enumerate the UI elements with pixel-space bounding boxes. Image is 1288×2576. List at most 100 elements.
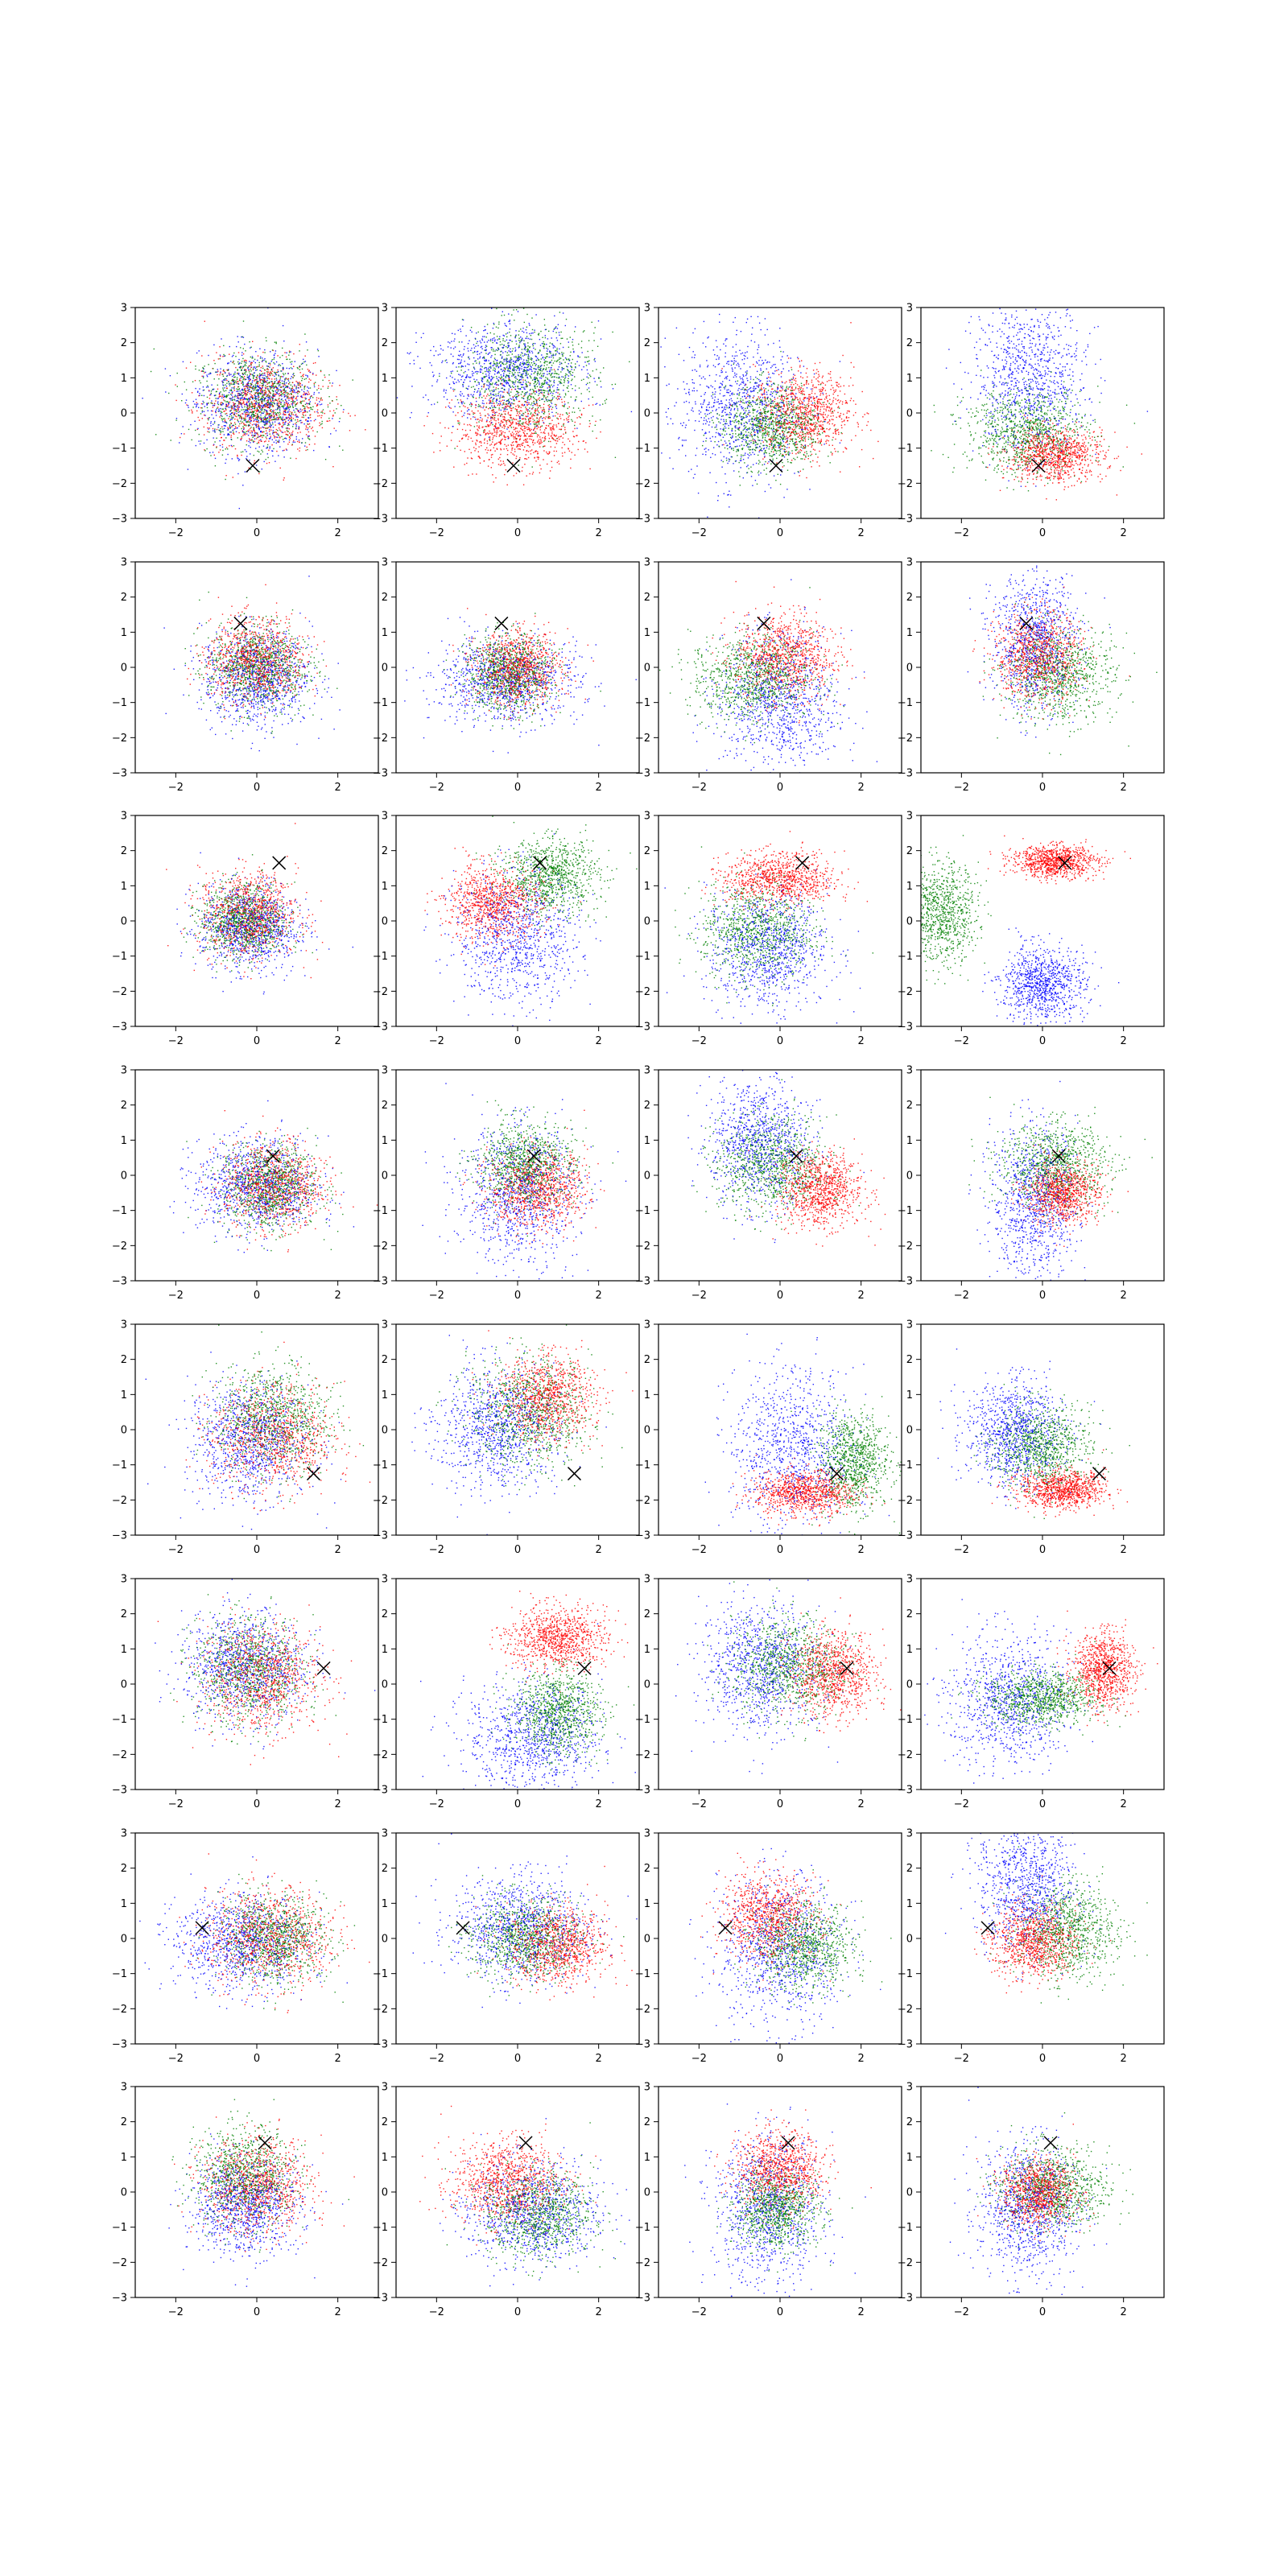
point-red (234, 403, 235, 404)
point-red (522, 426, 523, 427)
point-red (485, 449, 486, 450)
point-green (547, 379, 548, 380)
point-red (503, 392, 504, 393)
point-green (301, 364, 302, 365)
point-red (262, 352, 263, 353)
point-red (339, 385, 340, 386)
point-red (515, 427, 516, 428)
point-blue (207, 404, 208, 405)
point-green (530, 397, 531, 398)
point-red (260, 427, 261, 428)
point-blue (488, 354, 489, 355)
point-blue (270, 386, 271, 387)
point-green (226, 394, 227, 395)
point-green (539, 349, 540, 350)
point-red (318, 388, 319, 389)
point-green (541, 358, 542, 359)
point-green (516, 360, 517, 361)
point-blue (542, 343, 543, 344)
point-green (296, 422, 297, 423)
point-red (241, 455, 242, 456)
point-red (213, 444, 214, 445)
point-green (328, 396, 329, 397)
point-red (332, 466, 333, 467)
point-red (297, 410, 298, 411)
point-blue (476, 332, 477, 333)
point-blue (226, 404, 227, 405)
point-red (531, 408, 532, 409)
point-green (238, 402, 239, 403)
point-blue (247, 388, 248, 389)
point-green (224, 418, 225, 419)
point-blue (462, 376, 463, 377)
point-blue (493, 323, 494, 324)
point-blue (503, 380, 504, 381)
point-green (274, 359, 275, 360)
point-green (503, 378, 504, 379)
point-green (498, 381, 499, 382)
point-red (306, 393, 307, 394)
point-red (534, 433, 535, 434)
point-blue (277, 405, 278, 406)
point-red (245, 386, 246, 387)
point-green (322, 380, 323, 381)
point-red (232, 446, 233, 447)
point-red (544, 433, 545, 434)
point-green (262, 380, 263, 381)
point-red (488, 450, 489, 451)
point-red (562, 405, 563, 406)
point-red (273, 414, 274, 415)
point-red (480, 463, 481, 464)
point-red (276, 372, 277, 373)
point-red (506, 448, 507, 449)
point-blue (289, 409, 290, 410)
point-blue (263, 360, 264, 361)
point-green (247, 374, 248, 375)
point-blue (460, 391, 461, 392)
point-green (210, 402, 211, 403)
point-blue (248, 378, 249, 379)
point-blue (258, 422, 259, 423)
point-blue (504, 409, 505, 410)
point-blue (463, 353, 464, 354)
point-green (468, 357, 469, 358)
point-blue (489, 352, 490, 353)
point-blue (199, 388, 200, 389)
point-blue (222, 381, 223, 382)
point-red (551, 431, 552, 432)
point-green (529, 395, 530, 396)
point-blue (509, 364, 510, 365)
point-blue (231, 431, 232, 432)
point-green (237, 369, 238, 370)
point-green (244, 373, 245, 374)
point-green (335, 412, 336, 413)
point-green (242, 422, 243, 423)
point-blue (220, 430, 221, 431)
point-red (548, 433, 549, 434)
point-green (258, 366, 259, 367)
point-red (220, 356, 221, 357)
point-blue (474, 351, 475, 352)
point-red (550, 429, 551, 430)
point-green (567, 414, 568, 415)
point-blue (296, 399, 297, 400)
point-green (290, 361, 291, 362)
point-green (540, 368, 541, 369)
point-blue (584, 361, 585, 362)
point-green (524, 395, 525, 396)
point-green (533, 390, 534, 391)
point-red (303, 400, 304, 401)
point-red (243, 401, 244, 402)
point-red (314, 383, 315, 384)
point-red (256, 417, 257, 418)
point-blue (269, 404, 270, 405)
point-red (536, 417, 537, 418)
point-blue (540, 389, 541, 390)
point-green (549, 416, 550, 417)
point-red (481, 420, 482, 421)
point-green (517, 396, 518, 397)
point-red (263, 379, 264, 380)
point-green (537, 371, 538, 372)
point-blue (264, 382, 265, 383)
point-blue (524, 353, 525, 354)
